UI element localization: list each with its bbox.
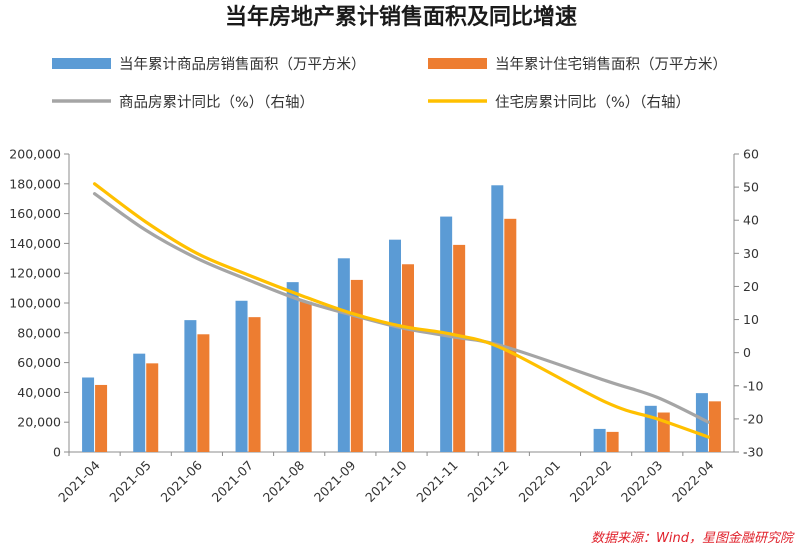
x-tick-label: 2022-01 [516, 458, 564, 506]
bar-commercial-area [389, 239, 401, 452]
bar-commercial-area [593, 428, 606, 452]
x-tick-label: 2021-08 [260, 457, 308, 505]
legend-label-commercial-area: 当年累计商品房销售面积（万平方米） [119, 56, 366, 73]
y-left-tick-label: 140,000 [9, 236, 61, 251]
y-right-tick-label: 10 [743, 312, 759, 327]
y-left-tick-label: 0 [53, 445, 61, 460]
y-left-tick-label: 200,000 [9, 147, 61, 162]
x-tick-label: 2022-04 [669, 457, 717, 505]
line-residential-yoy [92, 182, 711, 439]
bar-commercial-area [235, 300, 248, 452]
bar-commercial-area [491, 185, 504, 453]
y-right-tick-label: 50 [743, 180, 759, 195]
y-left-tick-label: 160,000 [9, 206, 61, 221]
bar-residential-area [453, 244, 466, 452]
y-right-tick-label: -10 [743, 378, 763, 393]
bar-commercial-area [133, 353, 146, 452]
legend-label-commercial-yoy: 商品房累计同比（%）（右轴） [119, 94, 314, 111]
bar-residential-area [350, 279, 363, 452]
y-right-tick-label: -30 [743, 445, 763, 460]
x-tick-label: 2021-09 [311, 457, 359, 505]
bar-commercial-area [286, 282, 299, 452]
x-tick-label: 2021-11 [413, 458, 461, 506]
y-left-tick-label: 20,000 [17, 415, 61, 430]
bar-residential-area [606, 431, 619, 452]
x-tick-label: 2021-04 [55, 457, 103, 505]
x-tick-label: 2022-03 [618, 458, 666, 506]
y-left-tick-label: 60,000 [17, 355, 61, 370]
chart-title: 当年房地产累计销售面积及同比增速 [225, 4, 577, 30]
y-right-tick-label: 40 [743, 213, 759, 228]
legend-swatch-commercial-area [52, 58, 111, 69]
x-tick-label: 2021-05 [106, 458, 154, 506]
x-tick-label: 2022-02 [567, 458, 615, 506]
bar-residential-area [248, 317, 261, 452]
lines [92, 182, 711, 439]
bar-residential-area [299, 301, 312, 452]
y-right-tick-label: 60 [743, 147, 759, 162]
legend-swatch-residential-area [428, 58, 487, 69]
y-left-tick-label: 80,000 [17, 325, 61, 340]
y-right-tick-label: -20 [743, 411, 763, 426]
bar-residential-area [95, 384, 108, 452]
bar-residential-area [402, 264, 414, 452]
legend-label-residential-yoy: 住宅房累计同比（%）（右轴） [495, 94, 690, 111]
x-axis-ticks: 2021-04 2021-05 2021-06 2021-07 2021-08 2021-… [55, 452, 717, 506]
bar-commercial-area [82, 377, 95, 452]
legend: 当年累计商品房销售面积（万平方米） 当年累计住宅销售面积（万平方米） 商品房累计… [52, 56, 727, 111]
bar-residential-area [708, 401, 721, 452]
y-left-tick-label: 180,000 [9, 176, 61, 191]
x-tick-label: 2021-10 [362, 457, 410, 505]
y-left-tick-label: 120,000 [9, 266, 61, 281]
y-right-tick-label: 0 [743, 345, 751, 360]
x-tick-label: 2021-06 [157, 457, 205, 505]
bar-residential-area [197, 334, 210, 452]
bar-commercial-area [337, 258, 350, 452]
bar-commercial-area [644, 405, 657, 452]
axes: 0 20,000 40,000 60,000 80,000 100,000 120,000 1… [9, 147, 763, 460]
bars [82, 185, 721, 453]
bar-residential-area [504, 218, 517, 452]
y-left-tick-label: 100,000 [9, 296, 61, 311]
legend-label-residential-area: 当年累计住宅销售面积（万平方米） [495, 56, 727, 73]
x-tick-label: 2021-07 [209, 458, 257, 506]
source-note: 数据来源：Wind，星图金融研究院 [591, 530, 795, 546]
bar-residential-area [146, 363, 159, 452]
x-tick-label: 2021-12 [464, 458, 512, 506]
y-left-tick-label: 40,000 [17, 385, 61, 400]
y-right-tick-label: 20 [743, 279, 759, 294]
bar-commercial-area [184, 320, 197, 452]
y-right-tick-label: 30 [743, 246, 759, 261]
